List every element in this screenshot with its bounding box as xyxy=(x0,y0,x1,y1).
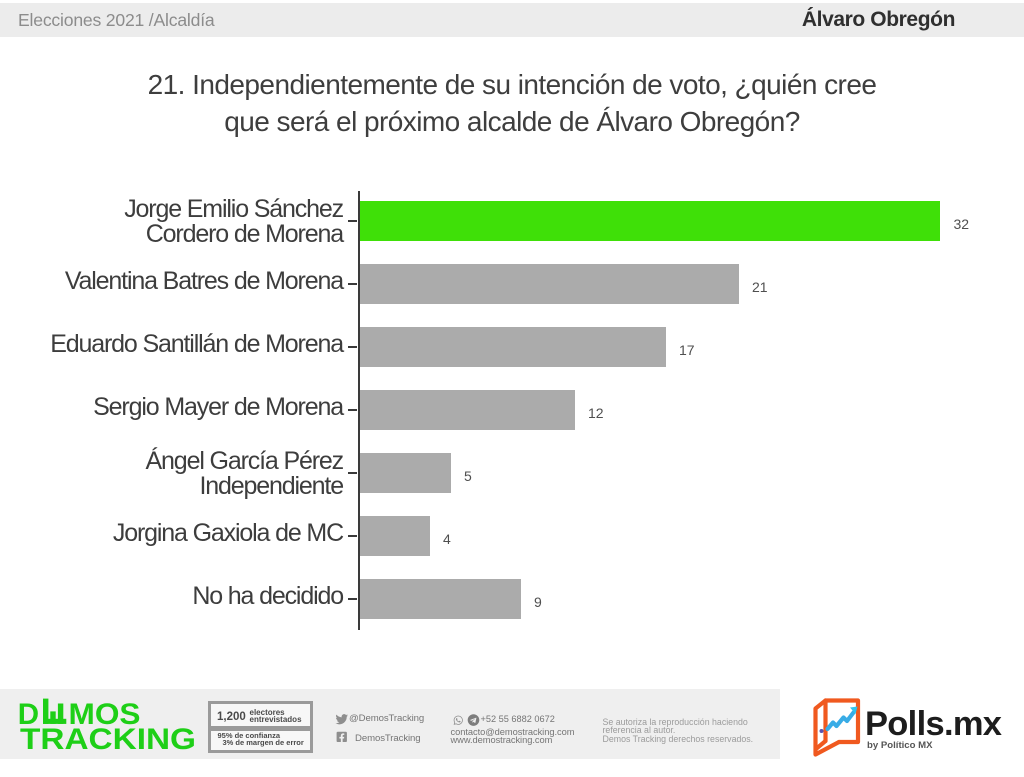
svg-text:D: D xyxy=(18,698,39,731)
svg-text:TRACKING: TRACKING xyxy=(20,723,196,756)
svg-text:MOS: MOS xyxy=(69,698,141,731)
